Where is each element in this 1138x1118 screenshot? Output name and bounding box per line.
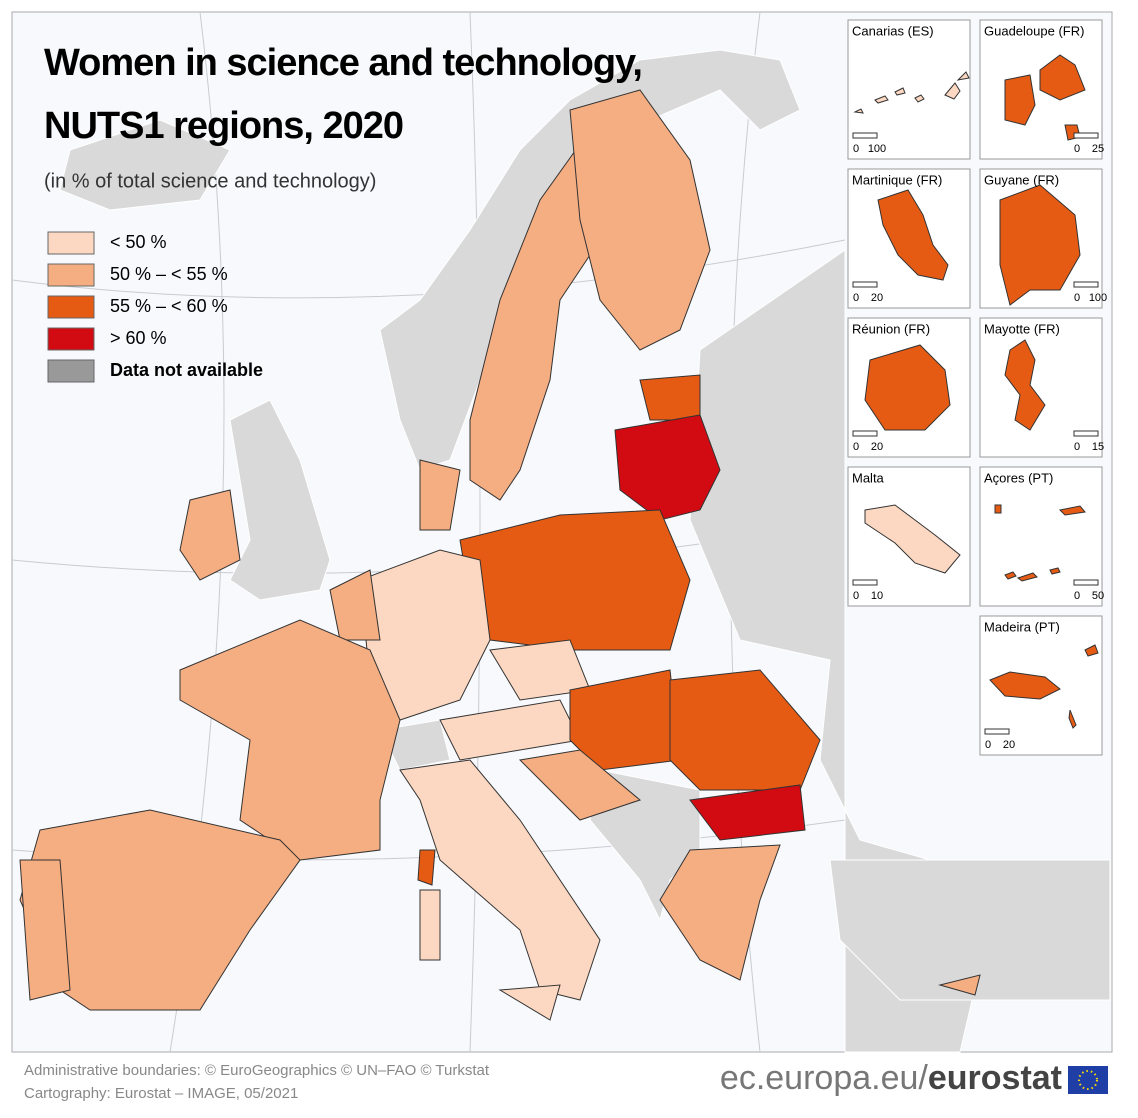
inset-land xyxy=(989,644,1099,729)
legend-swatch xyxy=(47,263,95,287)
legend-swatch xyxy=(47,231,95,255)
credit: Administrative boundaries: © EuroGeograp… xyxy=(24,1062,490,1079)
legend: < 50 % 50 % – < 55 % 55 % – < 60 % > 60 % Da… xyxy=(47,231,263,383)
legend-swatch xyxy=(47,359,95,383)
credit: Cartography: Eurostat – IMAGE, 05/2021 xyxy=(24,1085,298,1102)
inset: Madeira (PT) 0 20 xyxy=(979,615,1103,756)
scale-label: 0 xyxy=(1074,590,1080,602)
scale-label: 0 xyxy=(853,143,859,155)
inset: Martinique (FR) 0 20 xyxy=(847,168,971,309)
scale-label: 50 xyxy=(1092,590,1104,602)
legend-swatch xyxy=(47,327,95,351)
scale-label: 0 xyxy=(853,292,859,304)
scale-label: 25 xyxy=(1092,143,1104,155)
inset-name: Guadeloupe (FR) xyxy=(984,23,1084,38)
inset-name: Malta xyxy=(852,470,885,485)
inset-name: Martinique (FR) xyxy=(852,172,942,187)
subtitle: (in % of total science and technology) xyxy=(44,170,376,192)
inset: Guyane (FR) 0 100 xyxy=(979,168,1107,309)
legend-label: Data not available xyxy=(110,360,263,380)
inset-name: Madeira (PT) xyxy=(984,619,1060,634)
inset: Açores (PT) 0 50 xyxy=(979,466,1104,607)
brand: eurostat xyxy=(928,1059,1062,1097)
legend-label: < 50 % xyxy=(110,232,167,252)
scale-label: 0 xyxy=(1074,292,1080,304)
inset: Guadeloupe (FR) 0 25 xyxy=(979,19,1104,160)
legend-swatch xyxy=(47,295,95,319)
scale-bar xyxy=(984,728,1010,735)
eu-stars xyxy=(1078,1070,1098,1090)
scale-label: 0 xyxy=(853,441,859,453)
inset: Réunion (FR) 0 20 xyxy=(847,317,971,458)
inset-name: Canarias (ES) xyxy=(852,23,934,38)
inset: Canarias (ES) 0 100 xyxy=(847,19,971,160)
title-line: Women in science and technology, xyxy=(44,42,642,84)
scale-label: 20 xyxy=(1003,739,1015,751)
inset-land xyxy=(877,189,949,281)
scale-label: 0 xyxy=(1074,441,1080,453)
scale-label: 100 xyxy=(868,143,886,155)
scale-bar xyxy=(852,430,878,437)
inset-name: Guyane (FR) xyxy=(984,172,1059,187)
inset-land xyxy=(864,504,961,574)
inset: Mayotte (FR) 0 15 xyxy=(979,317,1104,458)
legend-label: 50 % – < 55 % xyxy=(110,264,228,284)
inset-land xyxy=(864,344,951,431)
site: ec.europa.eu/ xyxy=(720,1059,928,1097)
scale-label: 10 xyxy=(871,590,883,602)
scale-bar xyxy=(852,579,878,586)
scale-bar xyxy=(852,132,878,139)
scale-label: 100 xyxy=(1089,292,1107,304)
inset: Malta 0 10 xyxy=(847,466,971,607)
inset-name: Açores (PT) xyxy=(984,470,1053,485)
scale-label: 20 xyxy=(871,441,883,453)
inset-land xyxy=(994,504,1086,582)
inset-land xyxy=(853,71,970,114)
scale-label: 0 xyxy=(985,739,991,751)
scale-bar xyxy=(1073,430,1099,437)
scale-label: 0 xyxy=(853,590,859,602)
eu-regions xyxy=(19,89,981,1021)
scale-bar xyxy=(852,281,878,288)
scale-label: 15 xyxy=(1092,441,1104,453)
legend-label: > 60 % xyxy=(110,328,167,348)
inset-land xyxy=(999,184,1081,306)
scale-label: 0 xyxy=(1074,143,1080,155)
inset-name: Réunion (FR) xyxy=(852,321,930,336)
inset-land xyxy=(1004,339,1046,431)
scale-bar xyxy=(1073,579,1099,586)
legend-label: 55 % – < 60 % xyxy=(110,296,228,316)
scale-bar xyxy=(1073,132,1099,139)
title-line: NUTS1 regions, 2020 xyxy=(44,105,403,147)
scale-bar xyxy=(1073,281,1099,288)
site-link: ec.europa.eu/eurostat xyxy=(720,1059,1062,1097)
inset-name: Mayotte (FR) xyxy=(984,321,1060,336)
scale-label: 20 xyxy=(871,292,883,304)
